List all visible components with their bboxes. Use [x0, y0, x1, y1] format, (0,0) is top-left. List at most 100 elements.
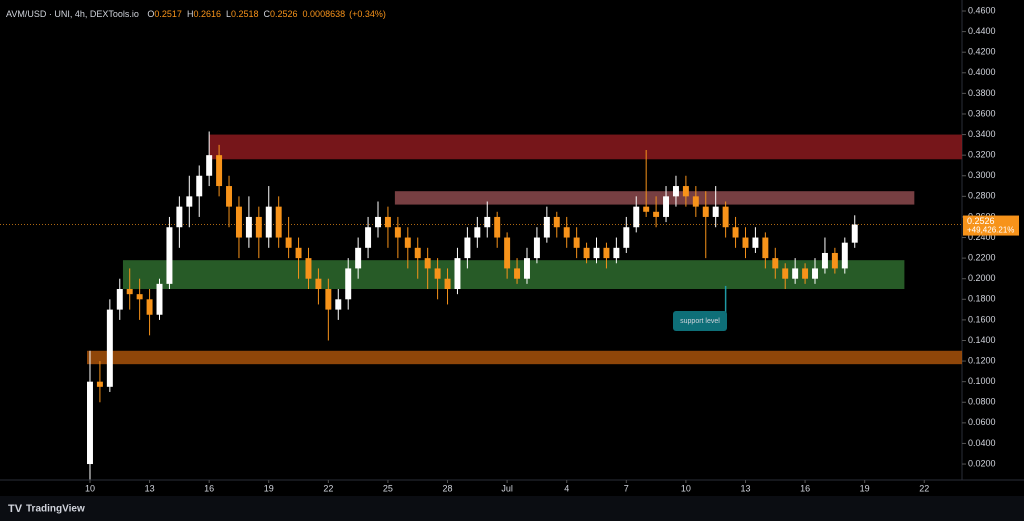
candle-body — [732, 227, 739, 238]
candle-body — [116, 289, 123, 310]
candle-body — [375, 216, 381, 228]
y-tick-label: 0.3800 — [968, 88, 996, 98]
candle-body — [216, 155, 223, 187]
y-tick-label: 0.3200 — [968, 150, 996, 160]
last-price-badge — [963, 215, 1019, 236]
candle-body — [265, 206, 272, 238]
y-tick-label: 0.0600 — [968, 417, 996, 427]
candle-body — [603, 247, 610, 259]
candle-body — [355, 247, 362, 269]
candle-body — [434, 268, 441, 279]
candle-body — [106, 309, 113, 387]
x-tick-label: 10 — [85, 483, 95, 493]
last-price-label: 0.2526 — [967, 216, 995, 226]
y-tick-label: 0.1000 — [968, 376, 996, 386]
ohlc-label: C — [264, 9, 271, 19]
candle-body — [851, 224, 858, 243]
candle-body — [285, 237, 292, 248]
y-tick-label: 0.4400 — [968, 26, 996, 36]
ohlc-label: L — [226, 9, 231, 19]
candle-body — [404, 237, 411, 248]
candle-body — [464, 237, 471, 259]
candle-body — [613, 247, 620, 259]
x-tick-label: 22 — [323, 483, 333, 493]
annotation-text: support level — [680, 318, 720, 325]
candle-body — [802, 268, 809, 279]
candle-body — [831, 252, 838, 269]
candle-body — [235, 206, 242, 238]
candle-body — [663, 196, 670, 217]
y-tick-label: 0.0400 — [968, 438, 996, 448]
candle-body — [494, 216, 501, 238]
candle-body — [146, 299, 153, 315]
candle-body — [722, 206, 729, 228]
watermark: TV TradingView — [8, 503, 85, 515]
y-tick-label: 0.4000 — [968, 67, 996, 77]
change-pct: (+0.34%) — [349, 9, 386, 19]
header: AVM/USD · UNI, 4h, DEXTools.io O0.2517 H0… — [6, 9, 386, 19]
ohlc-value: 0.2517 — [154, 9, 182, 19]
plot — [0, 131, 962, 480]
candle-body — [573, 237, 580, 248]
ohlc-value: 0.2526 — [270, 9, 298, 19]
candle-body — [702, 206, 709, 217]
candle-body — [782, 268, 789, 279]
candle-body — [812, 268, 818, 279]
y-tick-label: 0.3400 — [968, 129, 996, 139]
candle-body — [792, 268, 799, 279]
x-tick-label: 16 — [204, 483, 214, 493]
y-tick-label: 0.3600 — [968, 108, 996, 118]
y-tick-label: 0.0200 — [968, 458, 996, 468]
x-tick-label: 10 — [681, 483, 691, 493]
candle-body — [643, 206, 650, 212]
candle-body — [206, 155, 213, 176]
x-tick-label: 19 — [264, 483, 274, 493]
y-tick-label: 0.2200 — [968, 252, 996, 262]
candle-body — [692, 196, 699, 207]
candle-body — [315, 278, 322, 290]
candle-body — [454, 258, 461, 290]
zone — [394, 191, 915, 205]
candle-body — [245, 216, 252, 238]
x-tick-label: 13 — [740, 483, 750, 493]
ohlc-label: H — [187, 9, 194, 19]
symbol: AVM/USD · UNI, 4h, DEXTools.io — [6, 9, 139, 19]
candle-body — [543, 216, 550, 238]
x-tick-label: 22 — [919, 483, 929, 493]
annotation-box — [673, 311, 727, 331]
watermark-logo: TV — [8, 503, 23, 515]
y-tick-label: 0.1800 — [968, 294, 996, 304]
y-tick-label: 0.4200 — [968, 47, 996, 57]
candle-body — [325, 289, 332, 310]
candle-body — [186, 196, 193, 207]
candle-body — [156, 283, 163, 315]
y-tick-label: 0.1200 — [968, 355, 996, 365]
candle-body — [752, 237, 759, 248]
y-tick-label: 0.2400 — [968, 232, 996, 242]
candle-body — [255, 216, 262, 238]
ohlc-value: 0.2518 — [231, 9, 259, 19]
x-tick-label: 16 — [800, 483, 810, 493]
y-tick-label: 0.4600 — [968, 5, 996, 15]
candle-body — [772, 258, 779, 269]
change: 0.0008638 — [303, 9, 346, 19]
candle-body — [126, 289, 133, 295]
zone — [87, 350, 962, 365]
y-tick-label: 0.3000 — [968, 170, 996, 180]
candle-body — [136, 294, 143, 300]
y-tick-label: 0.2800 — [968, 191, 996, 201]
candle-body — [672, 186, 679, 197]
candle-body — [524, 258, 530, 279]
candle-body — [444, 278, 451, 290]
candle-body — [633, 206, 640, 228]
candle-body — [821, 252, 828, 269]
candle-body — [394, 227, 401, 238]
candle-body — [553, 216, 560, 228]
y-tick-label: 0.1600 — [968, 314, 996, 324]
x-tick-label: 13 — [145, 483, 155, 493]
footer — [0, 496, 1024, 521]
candle-body — [295, 247, 302, 259]
candle-body — [504, 237, 511, 269]
candle-body — [653, 211, 660, 217]
candle-body — [275, 206, 282, 238]
